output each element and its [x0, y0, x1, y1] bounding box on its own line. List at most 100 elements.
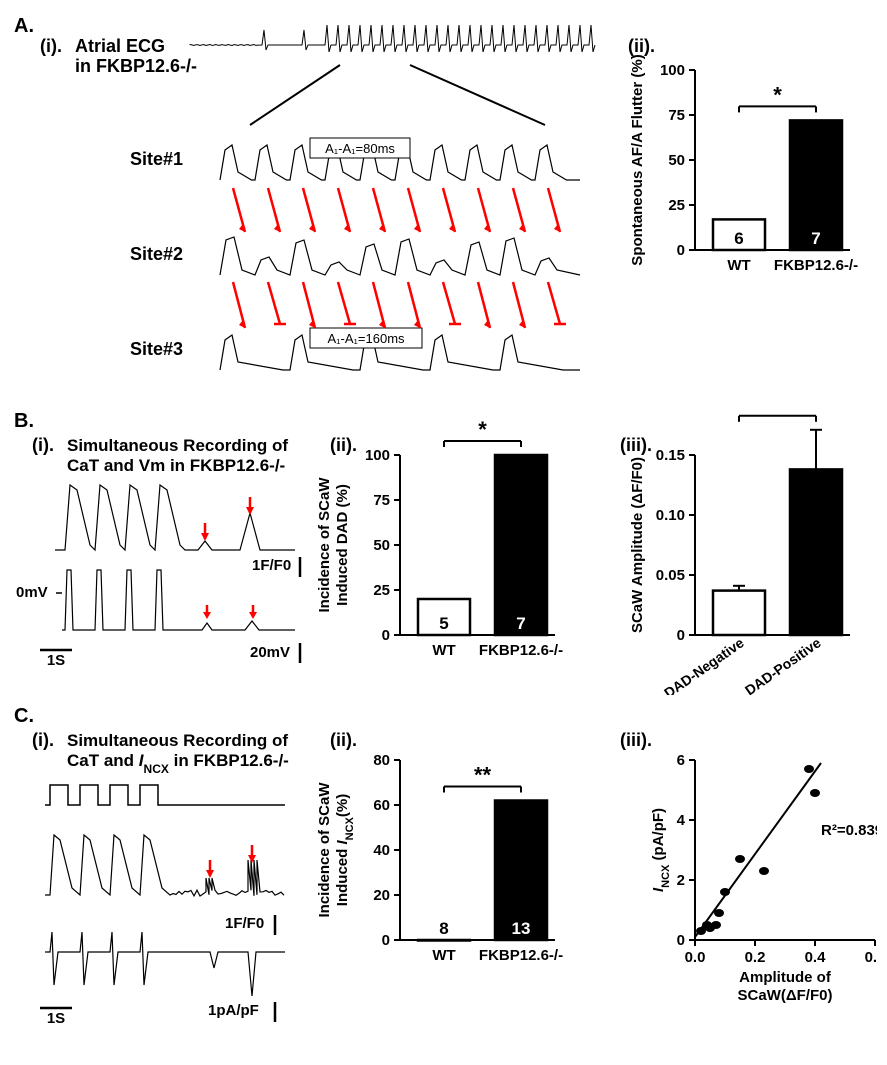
svg-text:FKBP12.6-/-: FKBP12.6-/- [479, 642, 563, 659]
svg-text:0: 0 [677, 932, 685, 949]
panel-b-i-title2: CaT and Vm in FKBP12.6-/- [67, 456, 285, 475]
atrial-ecg-trace [190, 25, 595, 52]
svg-text:0: 0 [382, 932, 390, 949]
panel-b-i-label: (i). [32, 435, 54, 455]
panel-a-i-label: (i). [40, 36, 62, 56]
svg-text:Spontaneous AF/A Flutter (%): Spontaneous AF/A Flutter (%) [629, 54, 646, 265]
svg-text:7: 7 [516, 614, 525, 633]
arrows-site2-site3 [233, 282, 566, 328]
panel-c-i-title2: CaT and INCX in FKBP12.6-/- [67, 751, 289, 776]
box-a1a1-160-text: A₁-A₁=160ms [327, 331, 405, 346]
panel-a: A. (i). Atrial ECG in FKBP12.6-/- Site#1… [10, 10, 877, 400]
svg-text:0: 0 [677, 242, 685, 259]
svg-text:Incidence of SCaW: Incidence of SCaW [316, 782, 333, 918]
site3-label: Site#3 [130, 339, 183, 359]
panel-a-i-title1: Atrial ECG [75, 36, 165, 56]
site2-trace [220, 237, 580, 275]
panel-a-i-title2: in FKBP12.6-/- [75, 56, 197, 76]
svg-text:5: 5 [439, 614, 448, 633]
svg-text:6: 6 [677, 752, 685, 769]
svg-text:Incidence of SCaW: Incidence of SCaW [316, 477, 333, 613]
incx-trace-c [45, 932, 285, 996]
svg-text:40: 40 [373, 842, 390, 859]
panel-b: B. (i). Simultaneous Recording of CaT an… [10, 405, 877, 695]
svg-text:2: 2 [677, 872, 685, 889]
xscale-c-label: 1S [47, 1010, 65, 1027]
svg-text:6: 6 [734, 229, 743, 248]
svg-text:R²=0.839: R²=0.839 [821, 822, 877, 839]
svg-text:25: 25 [668, 197, 685, 214]
svg-text:WT: WT [727, 257, 750, 274]
panel-b-ii-label: (ii). [330, 435, 357, 455]
svg-text:100: 100 [660, 62, 685, 79]
svg-text:7: 7 [811, 229, 820, 248]
svg-text:**: ** [474, 763, 492, 788]
svg-text:*: * [773, 405, 782, 417]
callout-line-right [410, 65, 545, 125]
svg-text:25: 25 [373, 582, 390, 599]
svg-text:50: 50 [668, 152, 685, 169]
cat-trace-c [45, 835, 284, 896]
svg-text:0.10: 0.10 [656, 507, 685, 524]
svg-text:Induced DAD (%): Induced DAD (%) [334, 484, 351, 606]
svg-text:20: 20 [373, 887, 390, 904]
panel-b-i-title1: Simultaneous Recording of [67, 436, 288, 455]
stim-protocol [45, 785, 285, 805]
yscale-bot-c-label: 1pA/pF [208, 1002, 259, 1019]
cat-trace-b [55, 485, 295, 550]
site1-label: Site#1 [130, 149, 183, 169]
yscale-top-c-label: 1F/F0 [225, 915, 264, 932]
svg-text:100: 100 [365, 447, 390, 464]
panel-c-label: C. [14, 705, 34, 727]
panel-b-iii-barchart: 0 0.05 0.10 0.15 DAD-NegativeDAD-Positive * SC… [629, 405, 850, 695]
box-a1a1-80-text: A₁-A₁=80ms [325, 141, 395, 156]
svg-text:0.05: 0.05 [656, 567, 685, 584]
panel-c-iii-scatter: 0.0 0.2 0.4 0.6 0 2 4 6 R²=0.839 Amplitude ofSCaW… [650, 752, 877, 1004]
svg-text:DAD-Positive: DAD-Positive [742, 634, 824, 695]
svg-text:60: 60 [373, 797, 390, 814]
callout-line-left [250, 65, 340, 125]
yscale-top-b-label: 1F/F0 [252, 557, 291, 574]
svg-text:50: 50 [373, 537, 390, 554]
yscale-bot-b-label: 20mV [250, 644, 290, 661]
panel-c-i-label: (i). [32, 730, 54, 750]
svg-text:SCaW Amplitude (ΔF/F0): SCaW Amplitude (ΔF/F0) [629, 457, 646, 633]
svg-text:0.4: 0.4 [805, 949, 827, 966]
panel-b-iii-label: (iii). [620, 435, 652, 455]
vm-trace-b [62, 570, 295, 630]
svg-text:WT: WT [432, 947, 455, 964]
svg-text:FKBP12.6-/-: FKBP12.6-/- [774, 257, 858, 274]
svg-text:*: * [478, 417, 487, 442]
panel-c-i-title1: Simultaneous Recording of [67, 731, 288, 750]
svg-text:80: 80 [373, 752, 390, 769]
svg-text:8: 8 [439, 919, 448, 938]
svg-text:0.0: 0.0 [685, 949, 706, 966]
svg-text:SCaW(ΔF/F0): SCaW(ΔF/F0) [738, 987, 833, 1004]
svg-text:INCX (pA/pF): INCX (pA/pF) [650, 808, 672, 892]
panel-a-ii-label: (ii). [628, 36, 655, 56]
svg-text:0: 0 [677, 627, 685, 644]
xscale-b-label: 1S [47, 652, 65, 669]
panel-c: C. (i). Simultaneous Recording of CaT an… [10, 700, 877, 1050]
svg-text:Amplitude of: Amplitude of [739, 969, 832, 986]
svg-text:0.2: 0.2 [745, 949, 766, 966]
svg-text:4: 4 [677, 812, 686, 829]
svg-text:0: 0 [382, 627, 390, 644]
svg-text:75: 75 [668, 107, 685, 124]
svg-text:FKBP12.6-/-: FKBP12.6-/- [479, 947, 563, 964]
svg-text:*: * [773, 82, 782, 107]
panel-c-iii-label: (iii). [620, 730, 652, 750]
panel-a-ii-barchart: 0 25 50 75 100 6 WT 7 FKBP12.6-/- * Spontaneous AF… [629, 54, 858, 274]
red-arrows-b [201, 497, 257, 619]
figure-root: A. (i). Atrial ECG in FKBP12.6-/- Site#1… [10, 10, 877, 1055]
site2-label: Site#2 [130, 244, 183, 264]
panel-c-ii-label: (ii). [330, 730, 357, 750]
panel-a-label: A. [14, 15, 34, 37]
svg-text:Induced INCX(%): Induced INCX(%) [334, 794, 356, 906]
svg-text:0.15: 0.15 [656, 447, 685, 464]
svg-text:75: 75 [373, 492, 390, 509]
panel-b-label: B. [14, 410, 34, 432]
svg-text:0.6: 0.6 [865, 949, 877, 966]
svg-text:13: 13 [512, 919, 531, 938]
svg-text:DAD-Negative: DAD-Negative [661, 634, 747, 695]
